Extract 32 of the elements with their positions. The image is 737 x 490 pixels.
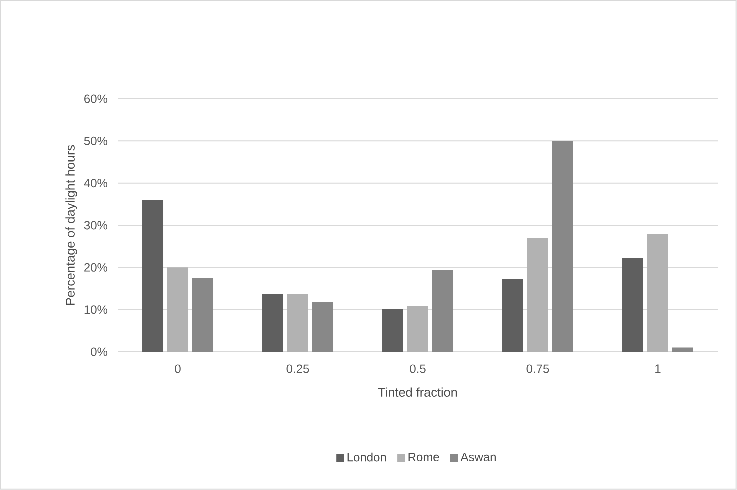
bar bbox=[432, 270, 454, 352]
x-axis-title: Tinted fraction bbox=[378, 388, 458, 397]
bar bbox=[142, 200, 164, 352]
bar bbox=[288, 294, 309, 352]
y-tick-label: 30% bbox=[84, 221, 108, 230]
bar bbox=[382, 309, 404, 352]
legend-label: London bbox=[348, 452, 386, 462]
x-tick-label: 0.5 bbox=[410, 364, 426, 374]
y-tick-label: 10% bbox=[84, 306, 108, 314]
x-tick-label: 0 bbox=[175, 364, 181, 374]
bar bbox=[502, 279, 524, 352]
bar bbox=[672, 348, 694, 352]
bar bbox=[262, 294, 284, 352]
bar bbox=[312, 302, 334, 352]
y-tick-label: 0% bbox=[91, 348, 108, 356]
bar bbox=[168, 268, 189, 352]
legend-label: Aswan bbox=[460, 453, 496, 462]
bar bbox=[528, 238, 549, 352]
y-tick-label: 20% bbox=[84, 263, 108, 272]
bar bbox=[622, 258, 644, 352]
legend-label: Rome bbox=[408, 453, 440, 462]
bar bbox=[648, 234, 669, 352]
y-tick-label: 50% bbox=[84, 136, 108, 146]
bar bbox=[192, 278, 214, 352]
y-axis-title: Percentage of daylight hours bbox=[66, 145, 78, 306]
y-tick-label: 40% bbox=[84, 179, 108, 188]
bar bbox=[552, 141, 574, 352]
x-tick-label: 0.25 bbox=[286, 364, 310, 374]
x-tick-label: 0.75 bbox=[526, 364, 550, 374]
bar bbox=[408, 306, 429, 352]
x-tick-label: 1 bbox=[656, 364, 661, 373]
y-tick-label: 60% bbox=[84, 94, 108, 104]
